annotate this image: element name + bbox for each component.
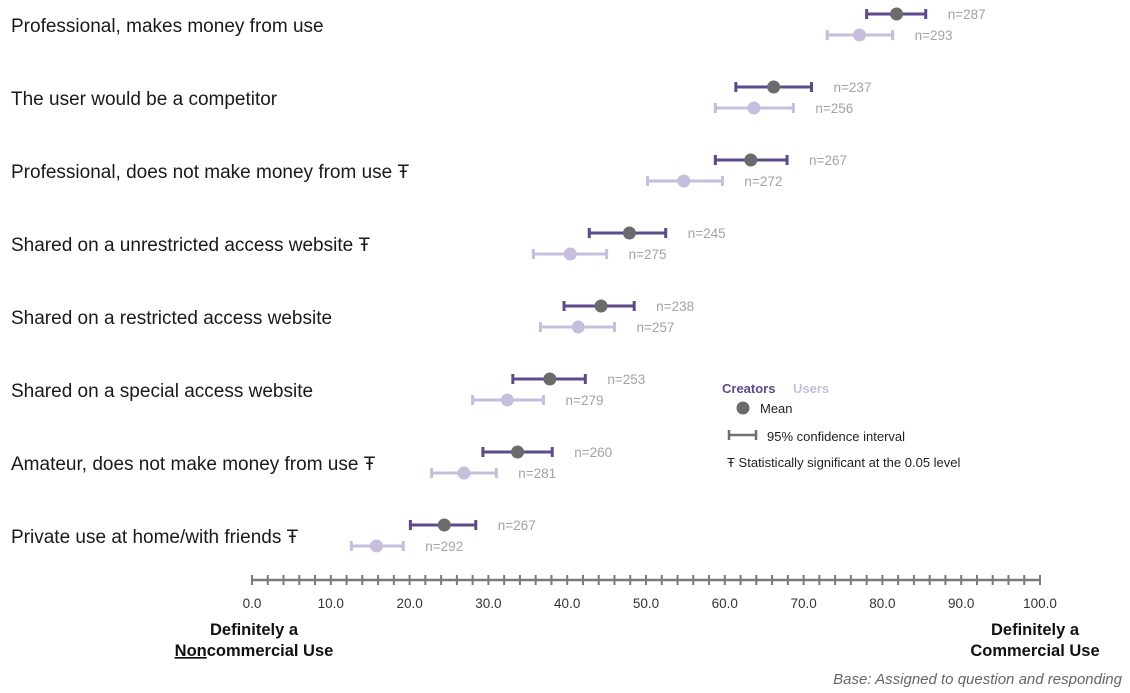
n-label: n=253 (607, 372, 645, 387)
mean-point (563, 247, 577, 261)
chart-row: Private use at home/with friends Ŧ n=267 n… (11, 518, 536, 554)
rows-layer: Professional, makes money from use n=287 n… (11, 7, 986, 554)
mean-point (744, 153, 758, 167)
category-label: Shared on a special access website (11, 381, 313, 402)
legend-mean-label: Mean (760, 401, 793, 416)
n-label: n=267 (809, 153, 847, 168)
n-label: n=275 (629, 247, 667, 262)
n-label: n=287 (948, 7, 986, 22)
x-axis-left-label-line2: Noncommercial Use (175, 642, 334, 660)
chart-row: Amateur, does not make money from use Ŧ n… (11, 445, 612, 481)
x-axis: 0.0 10.0 20.0 30.0 40.0 50.0 60.0 70.0 80.0 90.0 1… (175, 575, 1100, 660)
mean-point (370, 539, 384, 553)
mean-point (622, 226, 636, 240)
mean-point (511, 445, 525, 459)
chart-row: The user would be a competitor n=237 n=256 (11, 80, 871, 116)
mean-point (543, 372, 557, 386)
chart-row: Professional, makes money from use n=287 n… (11, 7, 986, 43)
n-label: n=256 (815, 101, 853, 116)
chart-row: Shared on a unrestricted access website … (11, 226, 726, 262)
x-tick-label: 40.0 (554, 596, 580, 611)
n-label: n=293 (915, 28, 953, 43)
n-label: n=279 (566, 393, 604, 408)
category-label: Professional, makes money from use (11, 16, 324, 37)
mean-point (747, 101, 761, 115)
x-tick-label: 10.0 (318, 596, 344, 611)
chart-row: Professional, does not make money from u… (11, 153, 847, 189)
category-label: Professional, does not make money from u… (11, 162, 410, 183)
x-tick-label: 80.0 (869, 596, 895, 611)
mean-point (457, 466, 471, 480)
x-tick-label: 70.0 (790, 596, 816, 611)
n-label: n=292 (425, 539, 463, 554)
n-label: n=245 (688, 226, 726, 241)
x-axis-right-label-line1: Definitely a (991, 621, 1080, 639)
mean-point (767, 80, 781, 94)
x-axis-left-label-underlined: Non (175, 642, 207, 660)
mean-point (594, 299, 608, 313)
legend-users-label: Users (793, 381, 829, 396)
mean-point (677, 174, 691, 188)
x-tick-label: 0.0 (243, 596, 262, 611)
x-tick-label: 60.0 (712, 596, 738, 611)
x-tick-label: 50.0 (633, 596, 659, 611)
legend: Creators Users Mean 95% confidence inter… (722, 381, 961, 470)
mean-point (853, 28, 867, 42)
chart-row: Shared on a restricted access website n=2… (11, 299, 694, 335)
n-label: n=272 (744, 174, 782, 189)
mean-point (500, 393, 514, 407)
category-label: The user would be a competitor (11, 89, 278, 110)
chart-row: Shared on a special access website n=253n… (11, 372, 645, 408)
mean-point (437, 518, 451, 532)
x-axis-right-label-line2: Commercial Use (970, 642, 1099, 660)
n-label: n=260 (574, 445, 612, 460)
x-tick-label: 100.0 (1023, 596, 1057, 611)
legend-creators-label: Creators (722, 381, 775, 396)
x-tick-label: 30.0 (475, 596, 501, 611)
x-axis-left-label-rest: commercial Use (207, 642, 334, 660)
base-note: Base: Assigned to question and respondin… (833, 671, 1122, 688)
category-label: Amateur, does not make money from use Ŧ (11, 454, 376, 475)
n-label: n=238 (656, 299, 694, 314)
x-tick-label: 90.0 (948, 596, 974, 611)
category-label: Shared on a unrestricted access website … (11, 235, 370, 256)
mean-point (571, 320, 585, 334)
n-label: n=237 (833, 80, 871, 95)
category-label: Private use at home/with friends Ŧ (11, 527, 299, 548)
category-label: Shared on a restricted access website (11, 308, 332, 329)
legend-mean-marker (736, 401, 750, 415)
n-label: n=257 (636, 320, 674, 335)
x-tick-label: 20.0 (396, 596, 422, 611)
n-label: n=281 (518, 466, 556, 481)
legend-ci-label: 95% confidence interval (767, 429, 905, 444)
x-axis-left-label-line1: Definitely a (210, 621, 299, 639)
legend-significance-label: Ŧ Statistically significant at the 0.05 … (727, 455, 961, 470)
n-label: n=267 (498, 518, 536, 533)
mean-point (890, 7, 904, 21)
